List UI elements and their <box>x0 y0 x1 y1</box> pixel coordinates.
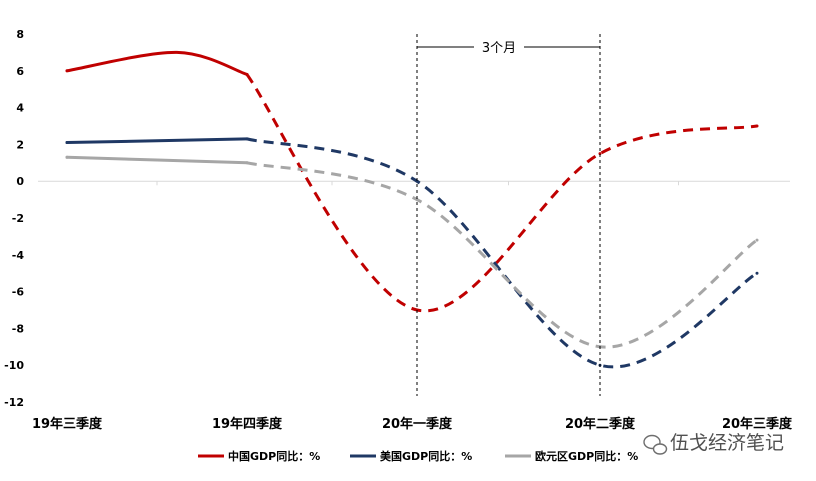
legend-label: 美国GDP同比：% <box>380 449 472 463</box>
watermark: 伍戈经济笔记 <box>643 432 784 455</box>
y-tick-label: 8 <box>16 28 24 41</box>
y-tick-label: -2 <box>12 212 24 225</box>
series-line-dashed <box>245 73 758 313</box>
data-point <box>245 72 249 76</box>
legend-item: 欧元区GDP同比：% <box>505 449 638 463</box>
legend-item: 美国GDP同比：% <box>350 449 472 463</box>
legend-label: 中国GDP同比：% <box>228 449 320 463</box>
y-tick-label: -8 <box>12 322 24 335</box>
series-0 <box>65 50 759 313</box>
data-point <box>415 179 419 183</box>
x-tick-label: 19年四季度 <box>212 416 283 432</box>
y-tick-label: 2 <box>16 138 24 151</box>
data-point <box>755 271 759 275</box>
data-point <box>65 69 69 73</box>
x-tick-label: 20年一季度 <box>382 416 453 432</box>
data-point <box>415 198 419 202</box>
y-tick-label: 4 <box>16 102 24 115</box>
data-point <box>598 152 602 156</box>
y-tick-label: 6 <box>16 65 24 78</box>
x-tick-label: 20年二季度 <box>565 416 636 432</box>
legend-label: 欧元区GDP同比：% <box>535 449 638 463</box>
legend-item: 中国GDP同比：% <box>198 449 320 463</box>
x-tick-label: 20年三季度 <box>722 416 793 432</box>
data-point <box>65 141 69 145</box>
y-tick-label: -12 <box>4 396 24 409</box>
wechat-bubble-small <box>652 443 668 455</box>
series-1 <box>65 137 759 369</box>
data-point <box>755 238 759 242</box>
data-point <box>245 137 249 141</box>
y-tick-label: -10 <box>4 359 24 372</box>
series-line-dashed <box>246 137 758 369</box>
series-2 <box>65 155 759 349</box>
series-line-solid <box>65 50 249 76</box>
watermark-text: 伍戈经济笔记 <box>670 432 784 454</box>
series-line-solid <box>65 137 249 145</box>
wechat-bubble-large <box>643 434 661 450</box>
y-tick-label: -6 <box>12 286 25 299</box>
data-point <box>755 124 759 128</box>
wechat-icon <box>643 434 668 455</box>
series-line-solid <box>65 155 249 165</box>
series-line-dashed <box>246 161 758 349</box>
data-point <box>245 161 249 165</box>
x-tick-label: 19年三季度 <box>32 416 103 432</box>
data-point <box>65 155 69 159</box>
annotation-label: 3个月 <box>482 41 516 56</box>
y-tick-label: 0 <box>16 175 24 188</box>
y-tick-label: -4 <box>12 249 25 262</box>
